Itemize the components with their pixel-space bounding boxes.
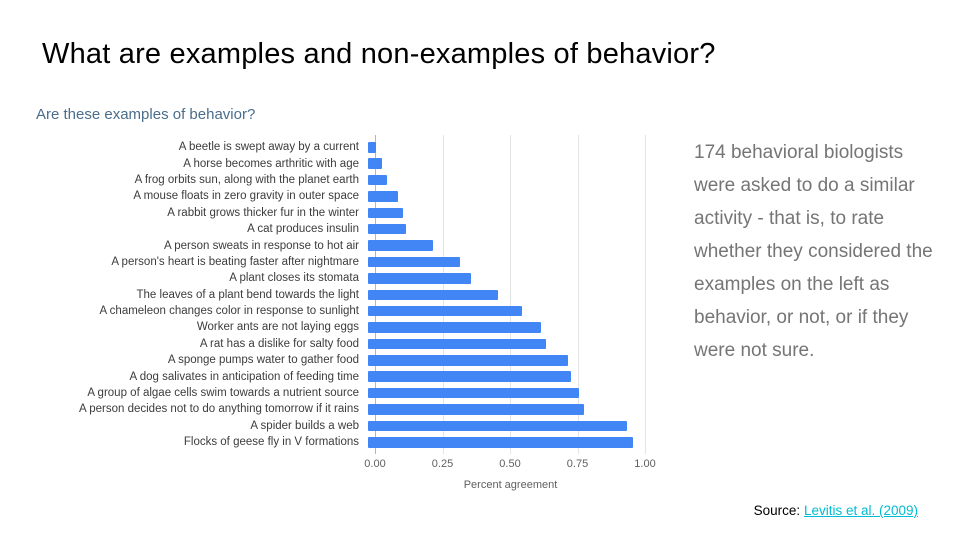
category-label: A spider builds a web <box>250 419 359 432</box>
category-label: A person sweats in response to hot air <box>164 239 359 252</box>
x-tick-label: 0.50 <box>499 458 521 471</box>
bar-track <box>367 418 646 434</box>
bar-track <box>367 139 646 155</box>
source-link[interactable]: Levitis et al. (2009) <box>803 503 918 518</box>
category-label: A dog salivates in anticipation of feedi… <box>129 370 359 383</box>
chart-row: A spider builds a web <box>30 418 646 434</box>
chart-row: A person sweats in response to hot air <box>30 237 646 253</box>
x-axis-ticks: 0.00 0.25 0.50 0.75 1.00 <box>364 458 655 473</box>
bar <box>368 338 547 350</box>
chart-row: The leaves of a plant bend towards the l… <box>30 287 646 303</box>
category-label: A horse becomes arthritic with age <box>183 157 359 170</box>
bar-chart: Are these examples of behavior? A beetle… <box>30 106 660 491</box>
category-label: A plant closes its stomata <box>229 272 359 285</box>
x-tick-label: 0.25 <box>431 458 454 471</box>
x-axis-label: Percent agreement <box>463 479 558 492</box>
page-title: What are examples and non-examples of be… <box>42 38 716 70</box>
x-tick-label: 0.00 <box>364 458 386 471</box>
chart-row: A horse becomes arthritic with age <box>30 155 646 171</box>
bar <box>368 158 382 169</box>
bar <box>368 371 571 382</box>
category-label: A sponge pumps water to gather food <box>167 354 359 367</box>
category-label: Worker ants are not laying eggs <box>196 321 359 334</box>
bar-track <box>367 434 646 450</box>
bar <box>368 174 387 186</box>
category-label: Flocks of geese fly in V formations <box>183 436 359 449</box>
category-label: A frog orbits sun, along with the planet… <box>134 173 359 186</box>
bar-track <box>367 205 646 221</box>
bar-track <box>367 319 646 335</box>
bar <box>368 240 433 251</box>
category-label: A chameleon changes color in response to… <box>99 305 359 318</box>
bar <box>368 191 398 202</box>
chart-row: A rat has a dislike for salty food <box>30 336 646 352</box>
bar-track <box>367 221 646 237</box>
bar-track <box>367 172 646 188</box>
chart-row: Worker ants are not laying eggs <box>30 319 646 335</box>
bar-track <box>367 287 646 303</box>
chart-row: A person decides not to do anything tomo… <box>30 401 646 417</box>
bar-track <box>367 368 646 384</box>
bar <box>368 207 404 219</box>
bar-track <box>367 352 646 368</box>
bar-track <box>367 336 646 352</box>
category-label: A group of algae cells swim towards a nu… <box>87 387 359 400</box>
chart-row: A chameleon changes color in response to… <box>30 303 646 319</box>
category-label: A rat has a dislike for salty food <box>199 337 359 350</box>
category-label: A cat produces insulin <box>247 223 359 236</box>
bar-track <box>367 385 646 401</box>
chart-row: Flocks of geese fly in V formations <box>30 434 646 450</box>
bar <box>368 387 579 399</box>
bar-track <box>367 254 646 270</box>
bar <box>368 273 471 284</box>
source-line: Source: Levitis et al. (2009) <box>754 503 918 518</box>
chart-row: A person's heart is beating faster after… <box>30 254 646 270</box>
bar <box>368 404 584 415</box>
category-label: A rabbit grows thicker fur in the winter <box>167 206 359 219</box>
category-label: A mouse floats in zero gravity in outer … <box>133 190 359 203</box>
category-label: A person decides not to do anything tomo… <box>79 403 359 416</box>
gridline <box>577 135 579 455</box>
chart-row: A group of algae cells swim towards a nu… <box>30 385 646 401</box>
bar <box>368 437 633 448</box>
bar-track <box>367 303 646 319</box>
gridline <box>645 135 646 455</box>
category-label: A beetle is swept away by a current <box>178 141 359 154</box>
x-tick-label: 0.75 <box>566 458 589 471</box>
chart-row: A cat produces insulin <box>30 221 646 237</box>
bar <box>368 142 377 153</box>
chart-row: A beetle is swept away by a current <box>30 139 646 155</box>
gridline <box>510 135 511 455</box>
source-prefix: Source: <box>753 503 804 518</box>
x-tick-label: 1.00 <box>634 458 656 471</box>
bar <box>368 223 406 235</box>
chart-row: A dog salivates in anticipation of feedi… <box>30 368 646 384</box>
chart-row: A mouse floats in zero gravity in outer … <box>30 188 646 204</box>
bar <box>368 355 568 366</box>
category-label: The leaves of a plant bend towards the l… <box>136 288 359 301</box>
bar-track <box>367 270 646 286</box>
side-note: 174 behavioral biologists were asked to … <box>694 142 933 361</box>
chart-row: A rabbit grows thicker fur in the winter <box>30 205 646 221</box>
chart-row: A sponge pumps water to gather food <box>30 352 646 368</box>
bar-track <box>367 188 646 204</box>
chart-title: Are these examples of behavior? <box>36 106 256 123</box>
category-label: A person's heart is beating faster after… <box>111 255 359 268</box>
bar-track <box>367 401 646 417</box>
bar-track <box>367 155 646 171</box>
bar <box>368 289 498 301</box>
chart-row: A frog orbits sun, along with the planet… <box>30 172 646 188</box>
bar <box>368 420 628 432</box>
bar <box>368 322 541 333</box>
chart-row: A plant closes its stomata <box>30 270 646 286</box>
bar <box>368 256 460 268</box>
bar <box>368 305 522 317</box>
bar-track <box>367 237 646 253</box>
chart-plot-area: A beetle is swept away by a current A hor… <box>30 135 646 455</box>
